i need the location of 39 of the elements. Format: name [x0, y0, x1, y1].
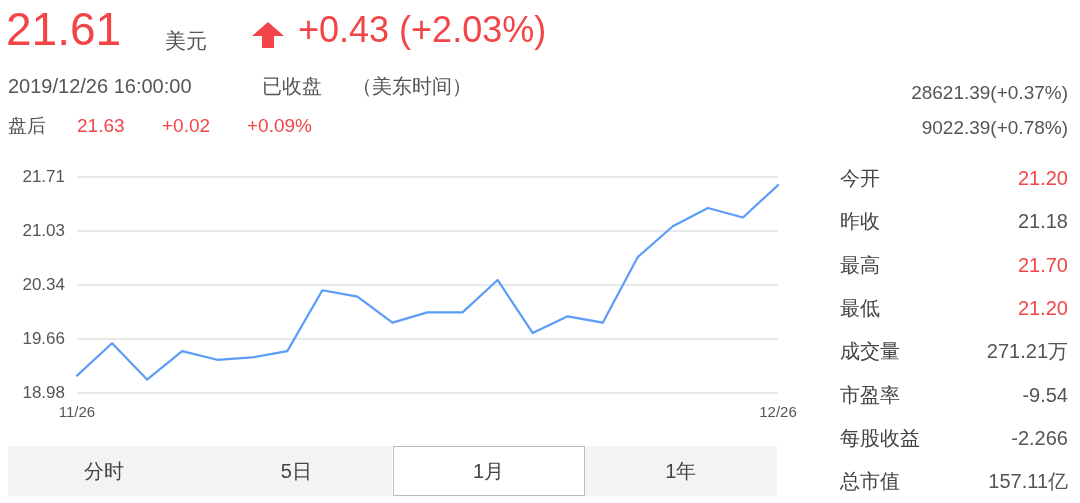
text: 昨收 [840, 210, 880, 233]
text: 市盈率 [840, 383, 900, 406]
text: 28621.39(+0.37%) [911, 82, 1068, 103]
text: 9022.39(+0.78%) [921, 117, 1068, 138]
text: 2019/12/26 16:00:00 [8, 75, 192, 97]
text: 21.20 [1017, 167, 1068, 189]
text: 5日 [200, 446, 393, 496]
y-tick-label: 19.66 [22, 328, 65, 348]
text: 今开 [840, 167, 880, 189]
text: 成交量 [840, 340, 900, 363]
x-tick-label: 11/26 [58, 403, 96, 421]
y-tick-label: 18.98 [22, 382, 65, 402]
text: 21.70 [1017, 253, 1068, 276]
y-tick-label: 20.34 [22, 275, 65, 295]
text: （美东时间） [352, 75, 472, 97]
text: 最低 [840, 296, 880, 319]
text: 1月 [392, 446, 585, 496]
text: 21.18 [1017, 210, 1068, 233]
text: -2.266 [1011, 426, 1068, 449]
text: 已收盘 [262, 75, 322, 97]
text: 157.11亿 [988, 470, 1068, 493]
text: 最高 [840, 253, 880, 276]
text: 每股收益 [840, 426, 920, 449]
chart-title: 21.61 [6, 3, 122, 55]
text: 21.20 [1017, 296, 1068, 319]
text: 271.21万 [986, 340, 1068, 363]
text: 美元 [165, 29, 207, 52]
text: +0.02 [162, 115, 211, 136]
y-tick-label: 21.71 [22, 166, 65, 186]
text: 总市值 [840, 470, 900, 493]
text: 21.63 [77, 115, 125, 136]
text: 分时 [8, 446, 200, 496]
text: 1年 [584, 446, 777, 496]
y-tick-label: 21.03 [22, 220, 65, 240]
x-tick-label: 12/26 [759, 403, 797, 421]
text: +0.09% [247, 115, 312, 136]
text: +0.43 (+2.03%) [298, 9, 547, 50]
text: 盘后 [8, 115, 46, 136]
text: -9.54 [1022, 383, 1068, 406]
